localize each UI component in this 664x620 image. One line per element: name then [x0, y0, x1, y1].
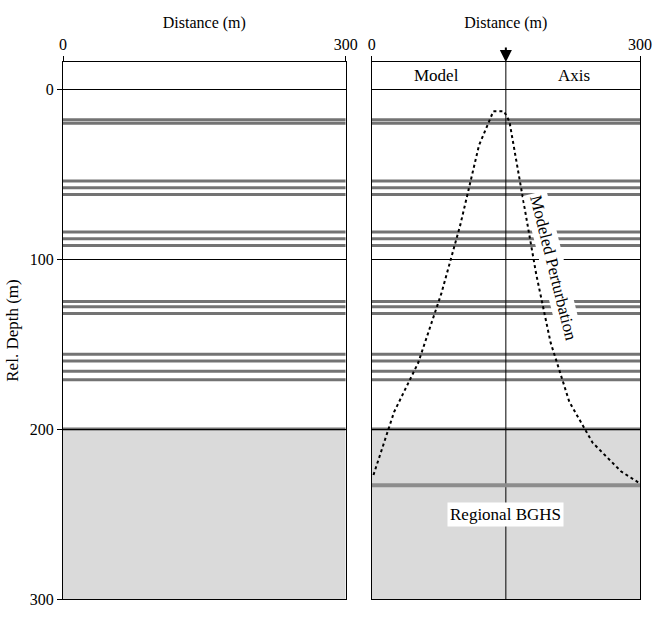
svg-text:Model: Model [414, 66, 459, 85]
svg-text:300: 300 [30, 591, 54, 608]
svg-text:Rel. Depth (m): Rel. Depth (m) [3, 279, 22, 381]
svg-text:Axis: Axis [558, 66, 590, 85]
svg-text:100: 100 [30, 251, 54, 268]
svg-text:300: 300 [628, 36, 652, 53]
svg-text:Distance (m): Distance (m) [464, 14, 547, 32]
svg-text:200: 200 [30, 421, 54, 438]
svg-text:Regional BGHS: Regional BGHS [450, 505, 561, 524]
svg-text:Distance (m): Distance (m) [163, 14, 246, 32]
svg-text:0: 0 [46, 81, 54, 98]
svg-text:300: 300 [334, 36, 358, 53]
svg-text:0: 0 [59, 36, 67, 53]
svg-text:0: 0 [368, 36, 376, 53]
svg-text:Modeled Perturbation: Modeled Perturbation [526, 193, 581, 342]
